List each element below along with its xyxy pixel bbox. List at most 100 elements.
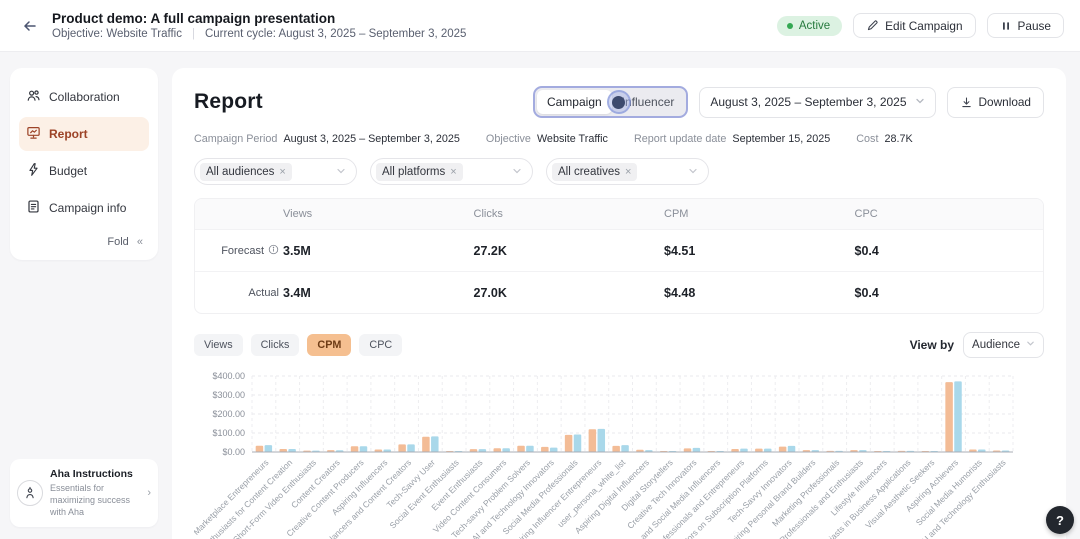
sidebar-item-label: Collaboration	[49, 90, 120, 104]
filter-tag: All creatives×	[552, 163, 637, 181]
column-header-views: Views	[281, 208, 472, 220]
bar-forecast[interactable]	[494, 448, 502, 452]
y-axis-tick: $300.00	[212, 390, 245, 400]
bar-forecast[interactable]	[945, 382, 953, 452]
metric-value: 27.2K	[472, 244, 663, 258]
x-axis-label: AI and Technology Enthusiasts	[919, 457, 1008, 539]
bar-actual[interactable]	[360, 446, 368, 452]
metric-value: $4.51	[662, 244, 853, 258]
download-button[interactable]: Download	[947, 87, 1044, 118]
fold-label: Fold	[107, 236, 128, 248]
campaign-influencer-toggle[interactable]: CampaignInfluencer	[533, 86, 688, 118]
campaign-title: Product demo: A full campaign presentati…	[52, 11, 466, 26]
remove-tag-icon[interactable]: ×	[625, 166, 631, 178]
help-button[interactable]: ?	[1046, 506, 1074, 534]
remove-tag-icon[interactable]: ×	[279, 166, 285, 178]
aha-icon	[17, 480, 43, 506]
sidebar-item-budget[interactable]: Budget	[19, 154, 149, 188]
bar-actual[interactable]	[954, 381, 962, 452]
segment-campaign[interactable]: Campaign	[537, 90, 612, 114]
table-row-actual: Actual3.4M27.0K$4.48$0.4	[195, 271, 1043, 313]
back-button[interactable]	[16, 12, 44, 40]
pause-icon	[1000, 20, 1012, 32]
filter-select-all-audiences[interactable]: All audiences×	[194, 158, 357, 185]
chevron-down-icon	[1026, 339, 1035, 351]
date-range-select[interactable]: August 3, 2025 – September 3, 2025	[699, 87, 935, 118]
metric-tab-clicks[interactable]: Clicks	[251, 334, 300, 356]
meta-value: August 3, 2025 – September 3, 2025	[283, 133, 459, 145]
meta-value: 28.7K	[884, 133, 912, 145]
bar-forecast[interactable]	[517, 446, 525, 452]
bar-forecast[interactable]	[351, 446, 359, 452]
meta-label: Report update date	[634, 133, 726, 145]
bar-forecast[interactable]	[589, 429, 597, 452]
report-panel: Report CampaignInfluencer August 3, 2025…	[172, 68, 1066, 539]
chevron-down-icon	[915, 95, 925, 109]
view-by-select[interactable]: Audience	[963, 332, 1044, 358]
campaign-objective: Objective: Website Traffic	[52, 28, 182, 40]
sidebar-item-label: Budget	[49, 164, 87, 178]
bar-actual[interactable]	[407, 444, 415, 452]
bar-actual[interactable]	[526, 446, 534, 452]
bar-forecast[interactable]	[779, 447, 787, 452]
meta-label: Objective	[486, 133, 531, 145]
bar-actual[interactable]	[574, 435, 582, 452]
aha-instructions-card[interactable]: Aha Instructions Essentials for maximizi…	[10, 459, 158, 527]
bar-forecast[interactable]	[256, 446, 263, 452]
row-label: Actual	[195, 287, 281, 299]
metric-tab-cpc[interactable]: CPC	[359, 334, 402, 356]
filter-tag: All audiences×	[200, 163, 292, 181]
bar-actual[interactable]	[598, 429, 606, 452]
bar-actual[interactable]	[740, 449, 748, 452]
y-axis-tick: $400.00	[212, 371, 245, 381]
view-by-label: View by	[910, 338, 954, 352]
bar-actual[interactable]	[265, 445, 273, 452]
meta-value: September 15, 2025	[732, 133, 830, 145]
meta-cost: Cost 28.7K	[856, 133, 912, 145]
fold-button[interactable]: Fold «	[19, 228, 149, 250]
bar-forecast[interactable]	[422, 437, 430, 452]
bar-actual[interactable]	[693, 448, 701, 452]
bar-actual[interactable]	[502, 448, 510, 452]
segment-influencer[interactable]: Influencer	[612, 90, 685, 114]
sidebar: Collaboration Report Budget Campaign info F…	[10, 68, 158, 527]
bar-forecast[interactable]	[684, 448, 692, 452]
filter-select-all-creatives[interactable]: All creatives×	[546, 158, 709, 185]
chevron-down-icon	[688, 163, 698, 181]
bar-forecast[interactable]	[541, 447, 549, 452]
bar-actual[interactable]	[621, 445, 629, 452]
metric-value: $4.48	[662, 286, 853, 300]
bar-actual[interactable]	[764, 449, 772, 452]
metric-tab-views[interactable]: Views	[194, 334, 243, 356]
pause-button[interactable]: Pause	[987, 13, 1064, 38]
bar-actual[interactable]	[550, 448, 558, 452]
bar-forecast[interactable]	[612, 446, 620, 452]
sidebar-item-report[interactable]: Report	[19, 117, 149, 151]
status-badge: Active	[777, 16, 842, 36]
page-title: Report	[194, 90, 263, 114]
y-axis-tick: $200.00	[212, 409, 245, 419]
info-icon[interactable]	[268, 244, 279, 258]
row-label: Forecast	[195, 244, 281, 258]
edit-campaign-button[interactable]: Edit Campaign	[853, 13, 975, 38]
subtitle-divider: |	[192, 28, 195, 40]
sidebar-item-collaboration[interactable]: Collaboration	[19, 80, 149, 114]
edit-campaign-label: Edit Campaign	[885, 19, 962, 33]
bar-actual[interactable]	[431, 436, 439, 452]
metric-tab-cpm[interactable]: CPM	[307, 334, 351, 356]
meta-value: Website Traffic	[537, 133, 608, 145]
sidebar-item-campaign-info[interactable]: Campaign info	[19, 191, 149, 225]
column-header-clicks: Clicks	[472, 208, 663, 220]
bar-actual[interactable]	[788, 446, 796, 452]
bar-forecast[interactable]	[755, 449, 763, 452]
remove-tag-icon[interactable]: ×	[450, 166, 456, 178]
meta-label: Cost	[856, 133, 878, 145]
pause-label: Pause	[1018, 19, 1051, 33]
bar-forecast[interactable]	[398, 444, 406, 452]
metric-value: $0.4	[853, 244, 1044, 258]
chart-canvas: $0.00$100.00$200.00$300.00$400.00Online …	[194, 364, 1044, 539]
bar-forecast[interactable]	[565, 435, 573, 452]
campaign-cycle: Current cycle: August 3, 2025 – Septembe…	[205, 28, 466, 40]
chevron-down-icon	[512, 163, 522, 181]
filter-select-all-platforms[interactable]: All platforms×	[370, 158, 533, 185]
